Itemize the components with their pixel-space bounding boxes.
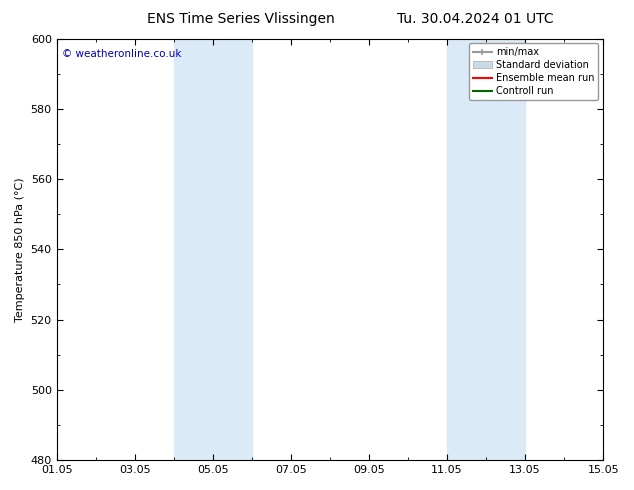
Text: Tu. 30.04.2024 01 UTC: Tu. 30.04.2024 01 UTC [397,12,554,26]
Y-axis label: Temperature 850 hPa (°C): Temperature 850 hPa (°C) [15,177,25,321]
Text: © weatheronline.co.uk: © weatheronline.co.uk [62,49,181,59]
Bar [447,39,525,460]
Bar [174,39,252,460]
Text: ENS Time Series Vlissingen: ENS Time Series Vlissingen [147,12,335,26]
Legend: min/max, Standard deviation, Ensemble mean run, Controll run: min/max, Standard deviation, Ensemble me… [469,44,598,100]
